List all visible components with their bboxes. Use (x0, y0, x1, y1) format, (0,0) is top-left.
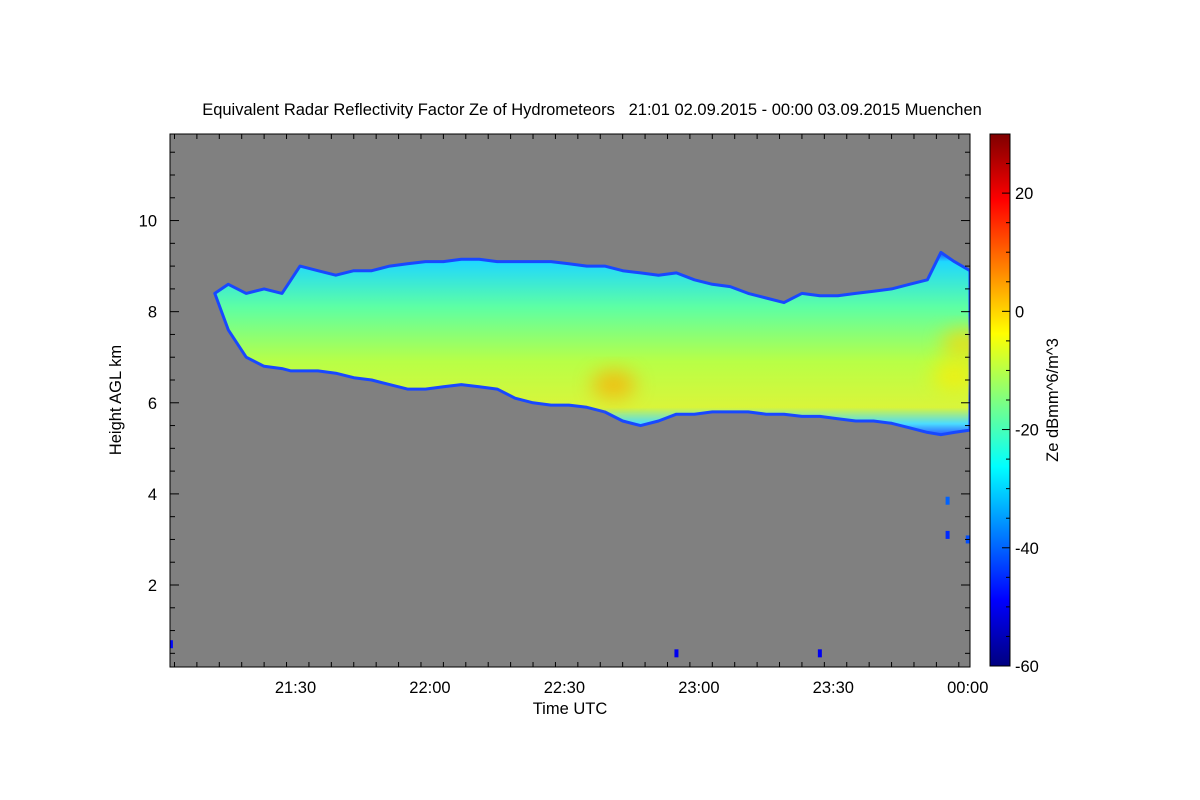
y-tick-label: 6 (148, 395, 157, 413)
echo-speckle (945, 530, 950, 539)
x-tick-label: 23:00 (678, 679, 719, 697)
x-tick-label: 21:30 (275, 679, 316, 697)
x-tick-label: 23:30 (813, 679, 854, 697)
colorbar-tick-label: 0 (1015, 303, 1024, 321)
colorbar-axis: -60 -40 -20 0 20 (1002, 133, 1039, 676)
x-axis: 21:30 22:00 22:30 23:00 23:30 00:00 (173, 134, 988, 697)
colorbar-tick-label: -40 (1015, 540, 1039, 558)
echo-speckle (170, 640, 173, 649)
echo-speckle (817, 649, 822, 658)
reflectivity-hotspot (932, 361, 970, 390)
echo-layer-group (170, 250, 970, 658)
x-tick-label: 22:30 (544, 679, 585, 697)
colorbar-label: Ze dBmm^6/m^3 (1044, 338, 1062, 462)
x-tick-label: 22:00 (409, 679, 450, 697)
y-tick-label: 8 (148, 304, 157, 322)
colorbar-tick-label: -20 (1015, 422, 1039, 440)
x-tick-label: 00:00 (947, 679, 988, 697)
echo-speckle (945, 496, 950, 505)
colorbar-tick-label: 20 (1015, 185, 1033, 203)
y-axis: 2 4 6 8 10 (139, 151, 970, 654)
x-axis-label: Time UTC (533, 700, 608, 718)
reflectivity-hotspot (941, 329, 970, 358)
colorbar-tick-label: -60 (1015, 658, 1039, 676)
echo-speckle (674, 649, 679, 658)
plot-frame (169, 133, 971, 668)
reflectivity-hotspot (591, 370, 636, 399)
y-axis-label: Height AGL km (107, 345, 125, 455)
chart-title: Equivalent Radar Reflectivity Factor Ze … (202, 101, 982, 119)
echo-layer (213, 250, 970, 437)
y-tick-label: 10 (139, 213, 157, 231)
y-tick-label: 2 (148, 577, 157, 595)
y-tick-label: 4 (148, 486, 157, 504)
